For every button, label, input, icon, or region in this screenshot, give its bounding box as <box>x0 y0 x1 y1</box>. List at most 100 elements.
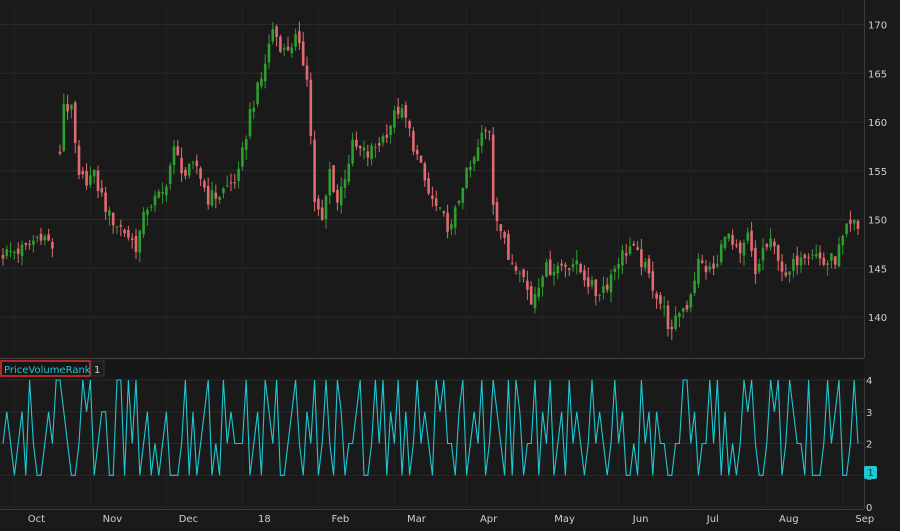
candle[interactable] <box>396 98 400 119</box>
candle[interactable] <box>788 271 791 284</box>
candle[interactable] <box>480 125 484 154</box>
candle[interactable] <box>362 140 366 160</box>
candle[interactable] <box>47 228 50 242</box>
price-candles[interactable] <box>1 21 860 340</box>
candle[interactable] <box>518 270 522 283</box>
candle[interactable] <box>298 21 301 50</box>
candle[interactable] <box>43 234 47 246</box>
candle[interactable] <box>336 184 339 211</box>
candle[interactable] <box>355 131 358 150</box>
candle[interactable] <box>773 238 776 255</box>
price-y-axis[interactable]: 140 145 150 155 160 165 170 <box>864 0 887 358</box>
candle[interactable] <box>5 245 9 260</box>
candle[interactable] <box>811 249 814 260</box>
candle[interactable] <box>305 56 309 87</box>
candle[interactable] <box>621 244 624 275</box>
candle[interactable] <box>628 237 632 256</box>
candle[interactable] <box>708 261 712 273</box>
candle[interactable] <box>719 239 723 266</box>
candle[interactable] <box>700 254 704 264</box>
candle[interactable] <box>659 292 662 310</box>
candle[interactable] <box>434 190 438 212</box>
candle[interactable] <box>20 240 24 266</box>
candle[interactable] <box>100 179 104 197</box>
candle[interactable] <box>548 250 552 277</box>
candle[interactable] <box>161 182 164 204</box>
candle[interactable] <box>77 139 81 180</box>
candle[interactable] <box>389 124 392 144</box>
candle[interactable] <box>507 229 510 261</box>
candle[interactable] <box>195 154 199 174</box>
study-title-box[interactable] <box>0 360 91 377</box>
candle[interactable] <box>366 144 370 167</box>
candle[interactable] <box>210 181 214 208</box>
candle[interactable] <box>472 155 476 172</box>
candle[interactable] <box>795 246 799 275</box>
candle[interactable] <box>624 244 628 264</box>
pane-divider[interactable] <box>0 358 864 359</box>
candle[interactable] <box>738 239 742 263</box>
candle[interactable] <box>666 300 670 337</box>
candle[interactable] <box>393 105 396 134</box>
candle[interactable] <box>746 227 750 245</box>
candle[interactable] <box>560 259 563 272</box>
candle[interactable] <box>28 239 31 250</box>
candle[interactable] <box>404 101 408 128</box>
candle[interactable] <box>457 199 461 207</box>
candle[interactable] <box>377 137 381 152</box>
candle[interactable] <box>301 31 305 67</box>
candle[interactable] <box>115 226 119 235</box>
candle[interactable] <box>803 253 807 266</box>
candle[interactable] <box>491 127 495 215</box>
candle[interactable] <box>127 225 130 241</box>
candle[interactable] <box>92 169 96 184</box>
candle[interactable] <box>187 162 191 179</box>
candle[interactable] <box>693 271 696 296</box>
candle[interactable] <box>605 277 609 294</box>
candle[interactable] <box>134 228 138 259</box>
candle[interactable] <box>320 199 324 221</box>
candle[interactable] <box>446 204 449 239</box>
candle[interactable] <box>119 219 123 237</box>
candle[interactable] <box>176 140 180 156</box>
candle[interactable] <box>681 307 685 319</box>
candle[interactable] <box>385 124 389 144</box>
candle[interactable] <box>1 248 5 266</box>
candle[interactable] <box>849 210 852 232</box>
candle[interactable] <box>636 240 639 251</box>
candle[interactable] <box>590 275 594 289</box>
candle[interactable] <box>632 240 636 247</box>
candle[interactable] <box>723 236 727 251</box>
candle[interactable] <box>678 311 681 328</box>
candle[interactable] <box>51 238 54 258</box>
candle[interactable] <box>556 261 560 280</box>
candle[interactable] <box>168 162 172 190</box>
candle[interactable] <box>586 267 590 295</box>
candle[interactable] <box>750 221 753 257</box>
candle[interactable] <box>408 119 411 137</box>
candle[interactable] <box>73 100 77 154</box>
candle[interactable] <box>731 229 734 250</box>
candle[interactable] <box>267 34 271 69</box>
candle[interactable] <box>837 236 841 268</box>
candle[interactable] <box>229 173 233 192</box>
candle[interactable] <box>286 36 290 52</box>
candle[interactable] <box>123 228 126 237</box>
candle[interactable] <box>833 256 837 269</box>
candle[interactable] <box>263 54 267 89</box>
candle[interactable] <box>526 270 529 300</box>
candle[interactable] <box>465 167 468 190</box>
candle[interactable] <box>81 166 85 179</box>
candle[interactable] <box>275 24 278 47</box>
candle[interactable] <box>324 194 328 229</box>
candle[interactable] <box>423 161 427 188</box>
candle[interactable] <box>575 250 579 275</box>
candle[interactable] <box>856 219 860 235</box>
candle[interactable] <box>567 267 571 276</box>
candle[interactable] <box>294 28 297 51</box>
candle[interactable] <box>39 227 43 245</box>
candle[interactable] <box>594 278 598 306</box>
candle[interactable] <box>617 257 620 280</box>
candle[interactable] <box>571 258 575 272</box>
